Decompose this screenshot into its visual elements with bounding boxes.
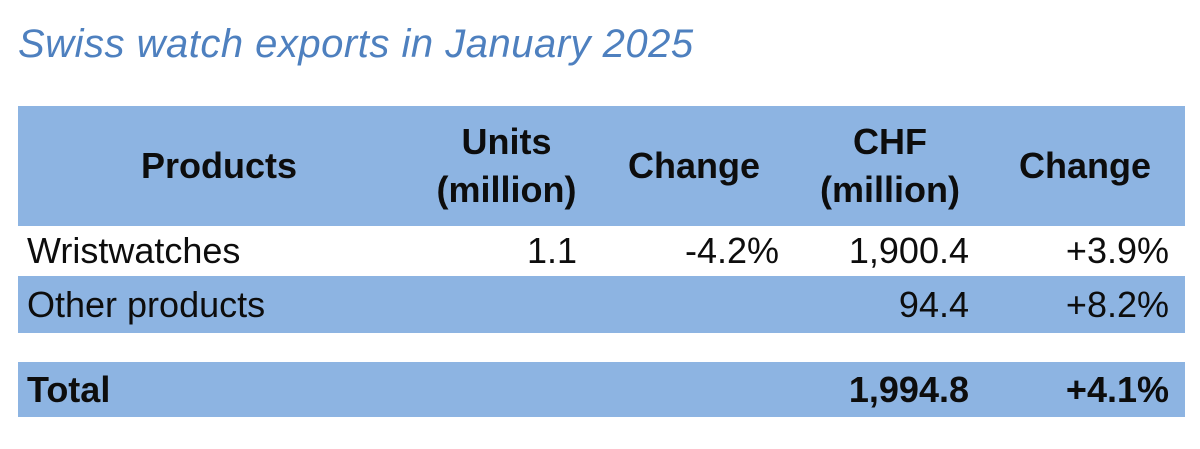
cell-product: Wristwatches (27, 230, 241, 271)
header-cell-chf-change: Change (985, 106, 1185, 226)
cell-chf-change: +4.1% (1065, 368, 1169, 410)
header-cell-chf: CHF (million) (795, 106, 985, 226)
header-label: Change (627, 145, 760, 187)
cell-chf-change: +8.2% (1065, 283, 1169, 325)
header-row: Products Units (million) Change CHF (mil… (18, 106, 1185, 226)
header-label: CHF (853, 121, 927, 163)
cell-chf-change: +3.9% (1065, 230, 1169, 271)
page-title: Swiss watch exports in January 2025 (18, 22, 694, 66)
header-label-sub: (million) (820, 169, 960, 210)
header-cell-units-change: Change (593, 106, 795, 226)
header-label-sub: (million) (436, 169, 577, 210)
header-cell-products: Products (18, 106, 420, 226)
spacer-row (18, 333, 1185, 362)
cell-chf: 1,900.4 (848, 230, 969, 271)
exports-table: Products Units (million) Change CHF (mil… (18, 106, 1185, 417)
header-label: Change (1018, 145, 1151, 187)
header-label: Units (461, 121, 552, 163)
table-row-total: Total 1,994.8 +4.1% (18, 362, 1185, 417)
cell-product: Other products (27, 283, 266, 325)
header-label: Products (140, 145, 298, 187)
header-cell-units: Units (million) (420, 106, 593, 226)
cell-units: 1.1 (526, 230, 577, 271)
cell-chf: 94.4 (898, 283, 969, 325)
cell-product: Total (27, 368, 111, 410)
table-row-other-products: Other products 94.4 +8.2% (18, 276, 1185, 333)
table-row-wristwatches: Wristwatches 1.1 -4.2% 1,900.4 +3.9% (18, 226, 1185, 276)
cell-units-change: -4.2% (684, 230, 779, 271)
cell-chf: 1,994.8 (848, 368, 969, 410)
